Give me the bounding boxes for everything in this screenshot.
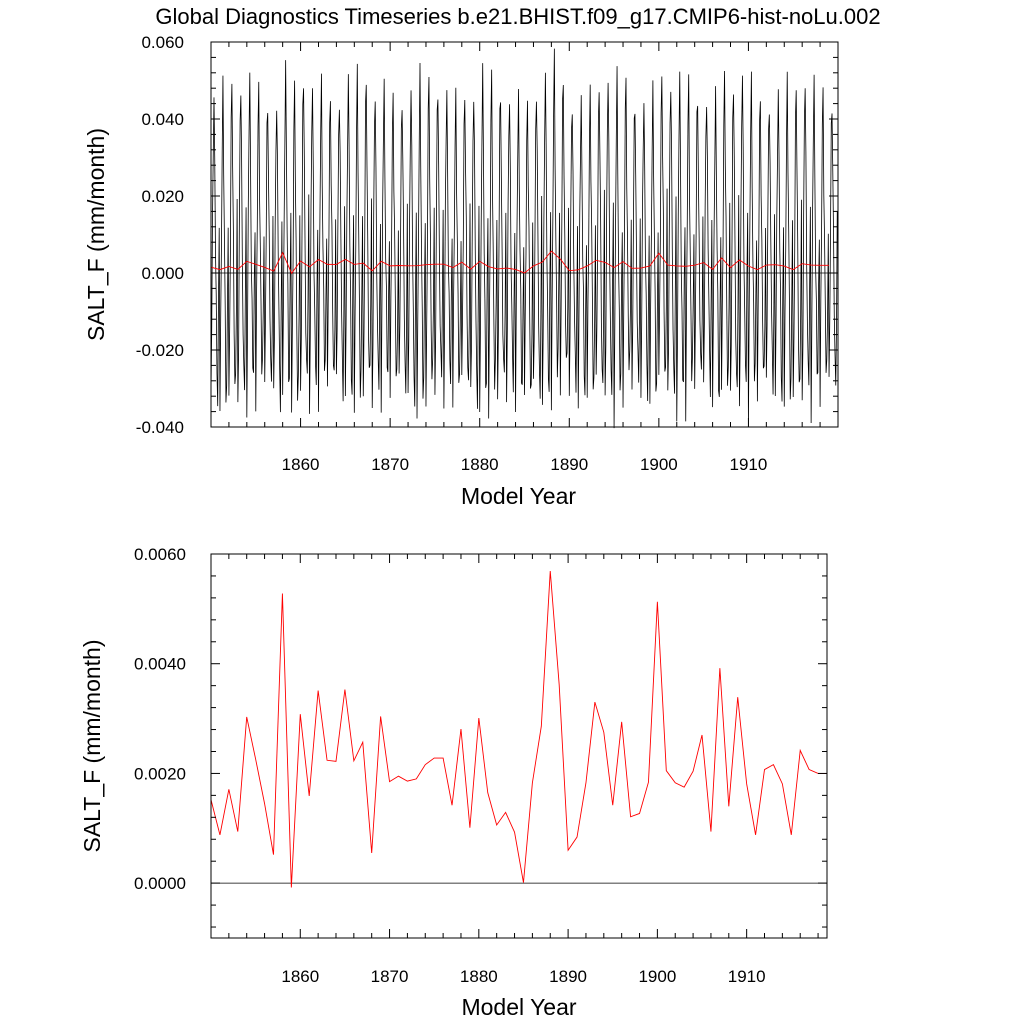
- top-panel: 0.060 0.040 0.020 0.000 -0.020 -0.040 1860 1870…: [83, 33, 839, 509]
- top-x-tick-label: 1900: [640, 455, 678, 474]
- bottom-x-tick-label: 1910: [728, 967, 766, 986]
- top-y-tick-label: 0.020: [141, 187, 184, 206]
- top-plot-area: 0.060 0.040 0.020 0.000 -0.020 -0.040 1860 1870…: [136, 33, 839, 474]
- bottom-y-tick-label: 0.0040: [134, 655, 186, 674]
- top-y-tick-label: -0.040: [136, 418, 184, 437]
- bottom-plot-area: 0.0060 0.0040 0.0020 0.0000 1860 1870 1880 1890…: [134, 545, 828, 986]
- top-y-tick-label: 0.060: [141, 33, 184, 52]
- top-monthly-series-line: [210, 48, 838, 429]
- bottom-x-tick-label: 1900: [638, 967, 676, 986]
- top-x-tick-label: 1910: [730, 455, 768, 474]
- top-x-tick-label: 1880: [461, 455, 499, 474]
- chart-title: Global Diagnostics Timeseries b.e21.BHIS…: [155, 4, 880, 29]
- top-y-tick-label: 0.000: [141, 264, 184, 283]
- bottom-panel: 0.0060 0.0040 0.0020 0.0000 1860 1870 1880 1890…: [79, 545, 828, 1020]
- bottom-y-axis-label: SALT_F (mm/month): [79, 640, 105, 853]
- bottom-x-tick-label: 1890: [549, 967, 587, 986]
- top-plot-frame: [210, 41, 839, 428]
- bottom-plot-frame: [210, 553, 828, 939]
- bottom-x-tick-label: 1860: [281, 967, 319, 986]
- bottom-y-tick-label: 0.0000: [134, 874, 186, 893]
- top-x-tick-label: 1870: [371, 455, 409, 474]
- bottom-x-axis-label: Model Year: [461, 994, 576, 1020]
- top-x-tick-label: 1890: [550, 455, 588, 474]
- bottom-x-tick-label: 1870: [371, 967, 409, 986]
- bottom-x-tick-label: 1880: [460, 967, 498, 986]
- top-x-axis-label: Model Year: [461, 483, 576, 509]
- bottom-y-tick-label: 0.0060: [134, 545, 186, 564]
- bottom-annual-series-line: [210, 570, 827, 888]
- top-y-axis-label: SALT_F (mm/month): [83, 128, 109, 341]
- top-y-tick-label: 0.040: [141, 110, 184, 129]
- top-y-tick-label: -0.020: [136, 341, 184, 360]
- top-x-tick-label: 1860: [282, 455, 320, 474]
- top-annual-series-line: [210, 250, 830, 275]
- bottom-y-tick-label: 0.0020: [134, 764, 186, 783]
